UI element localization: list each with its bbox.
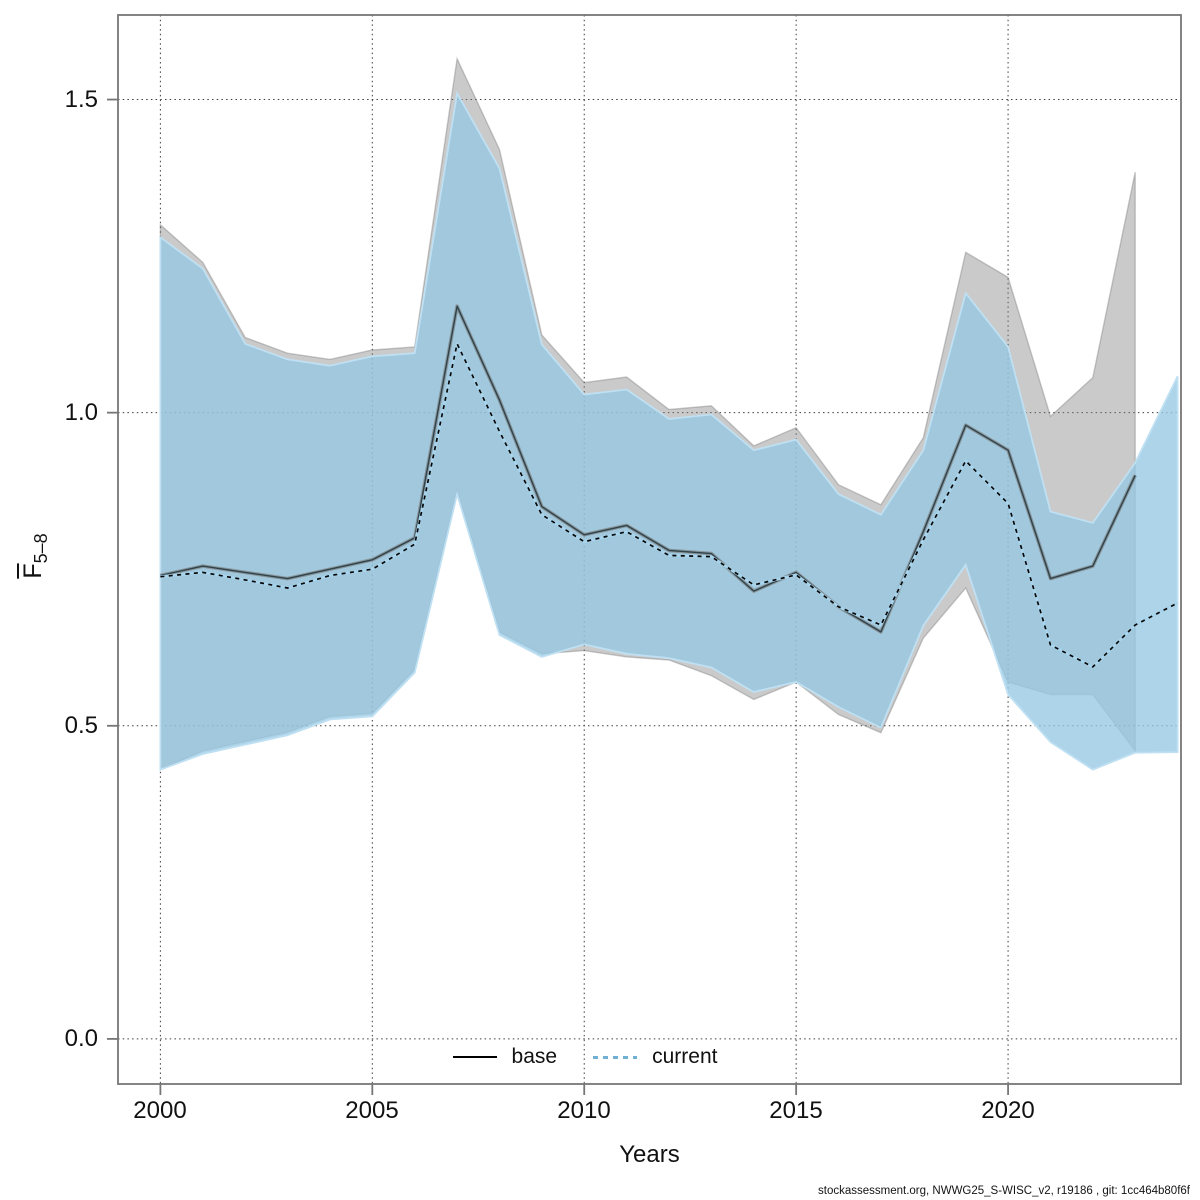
y-tick-label: 0.0 — [64, 1025, 98, 1052]
legend-label-current: current — [652, 1045, 718, 1068]
y-tick-label: 0.5 — [64, 712, 98, 739]
y-tick-label: 1.5 — [64, 86, 98, 113]
y-axis-symbol: F — [18, 563, 47, 579]
x-axis-title: Years — [619, 1141, 680, 1168]
legend-item-base: base — [452, 1045, 558, 1069]
current-line-underlay — [160, 342, 1179, 669]
x-tick-label: 2005 — [345, 1097, 399, 1124]
y-axis-title: F5–8 — [1, 521, 65, 591]
legend-label-base: base — [511, 1045, 558, 1068]
plot-border — [117, 14, 1182, 1085]
x-tick-label: 2010 — [557, 1097, 611, 1124]
x-tick-label: 2015 — [769, 1097, 823, 1124]
y-tick-label: 1.0 — [64, 399, 98, 426]
x-tick-label: 2000 — [133, 1097, 187, 1124]
current-confidence-band — [159, 90, 1179, 771]
base-line-swatch-icon — [452, 1056, 497, 1058]
current-line-swatch-icon — [593, 1055, 638, 1059]
base-line — [160, 305, 1136, 633]
legend: base current — [365, 1042, 805, 1072]
x-tick-label: 2020 — [981, 1097, 1035, 1124]
legend-item-current: current — [593, 1045, 717, 1069]
y-axis-subscript: 5–8 — [30, 533, 51, 564]
attribution-text: stockassessment.org, NWWG25_S-WISC_v2, r… — [818, 1185, 1190, 1197]
